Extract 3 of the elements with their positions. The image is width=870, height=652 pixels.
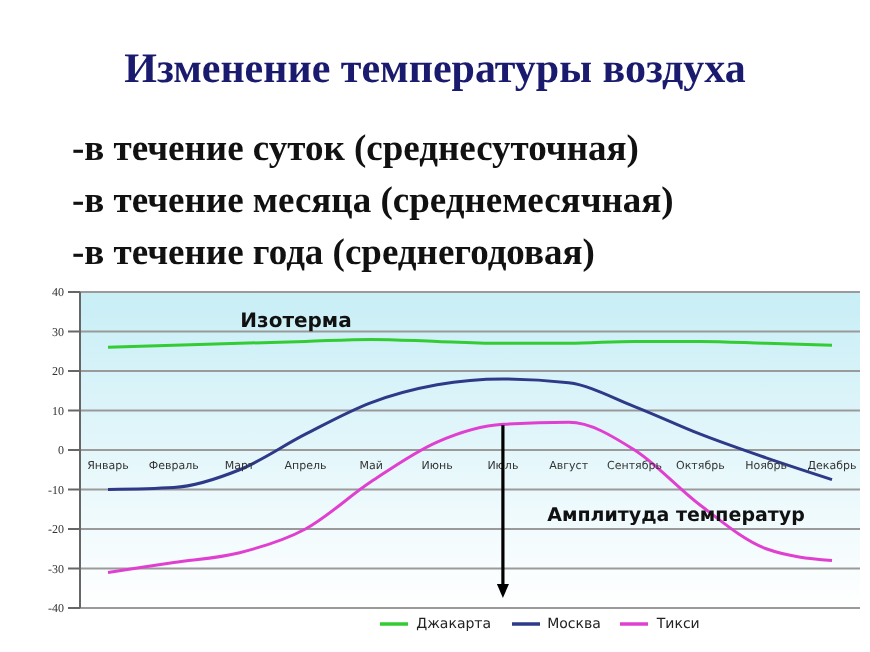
chart-title: Изменение температуры воздуха — [122, 44, 748, 94]
chart-subtitle: -в течение суток (среднесуточная) -в течение месяца (среднемесячная) -в течение года (среднегодовая) — [72, 128, 674, 278]
annotation: Изотерма — [240, 311, 352, 333]
